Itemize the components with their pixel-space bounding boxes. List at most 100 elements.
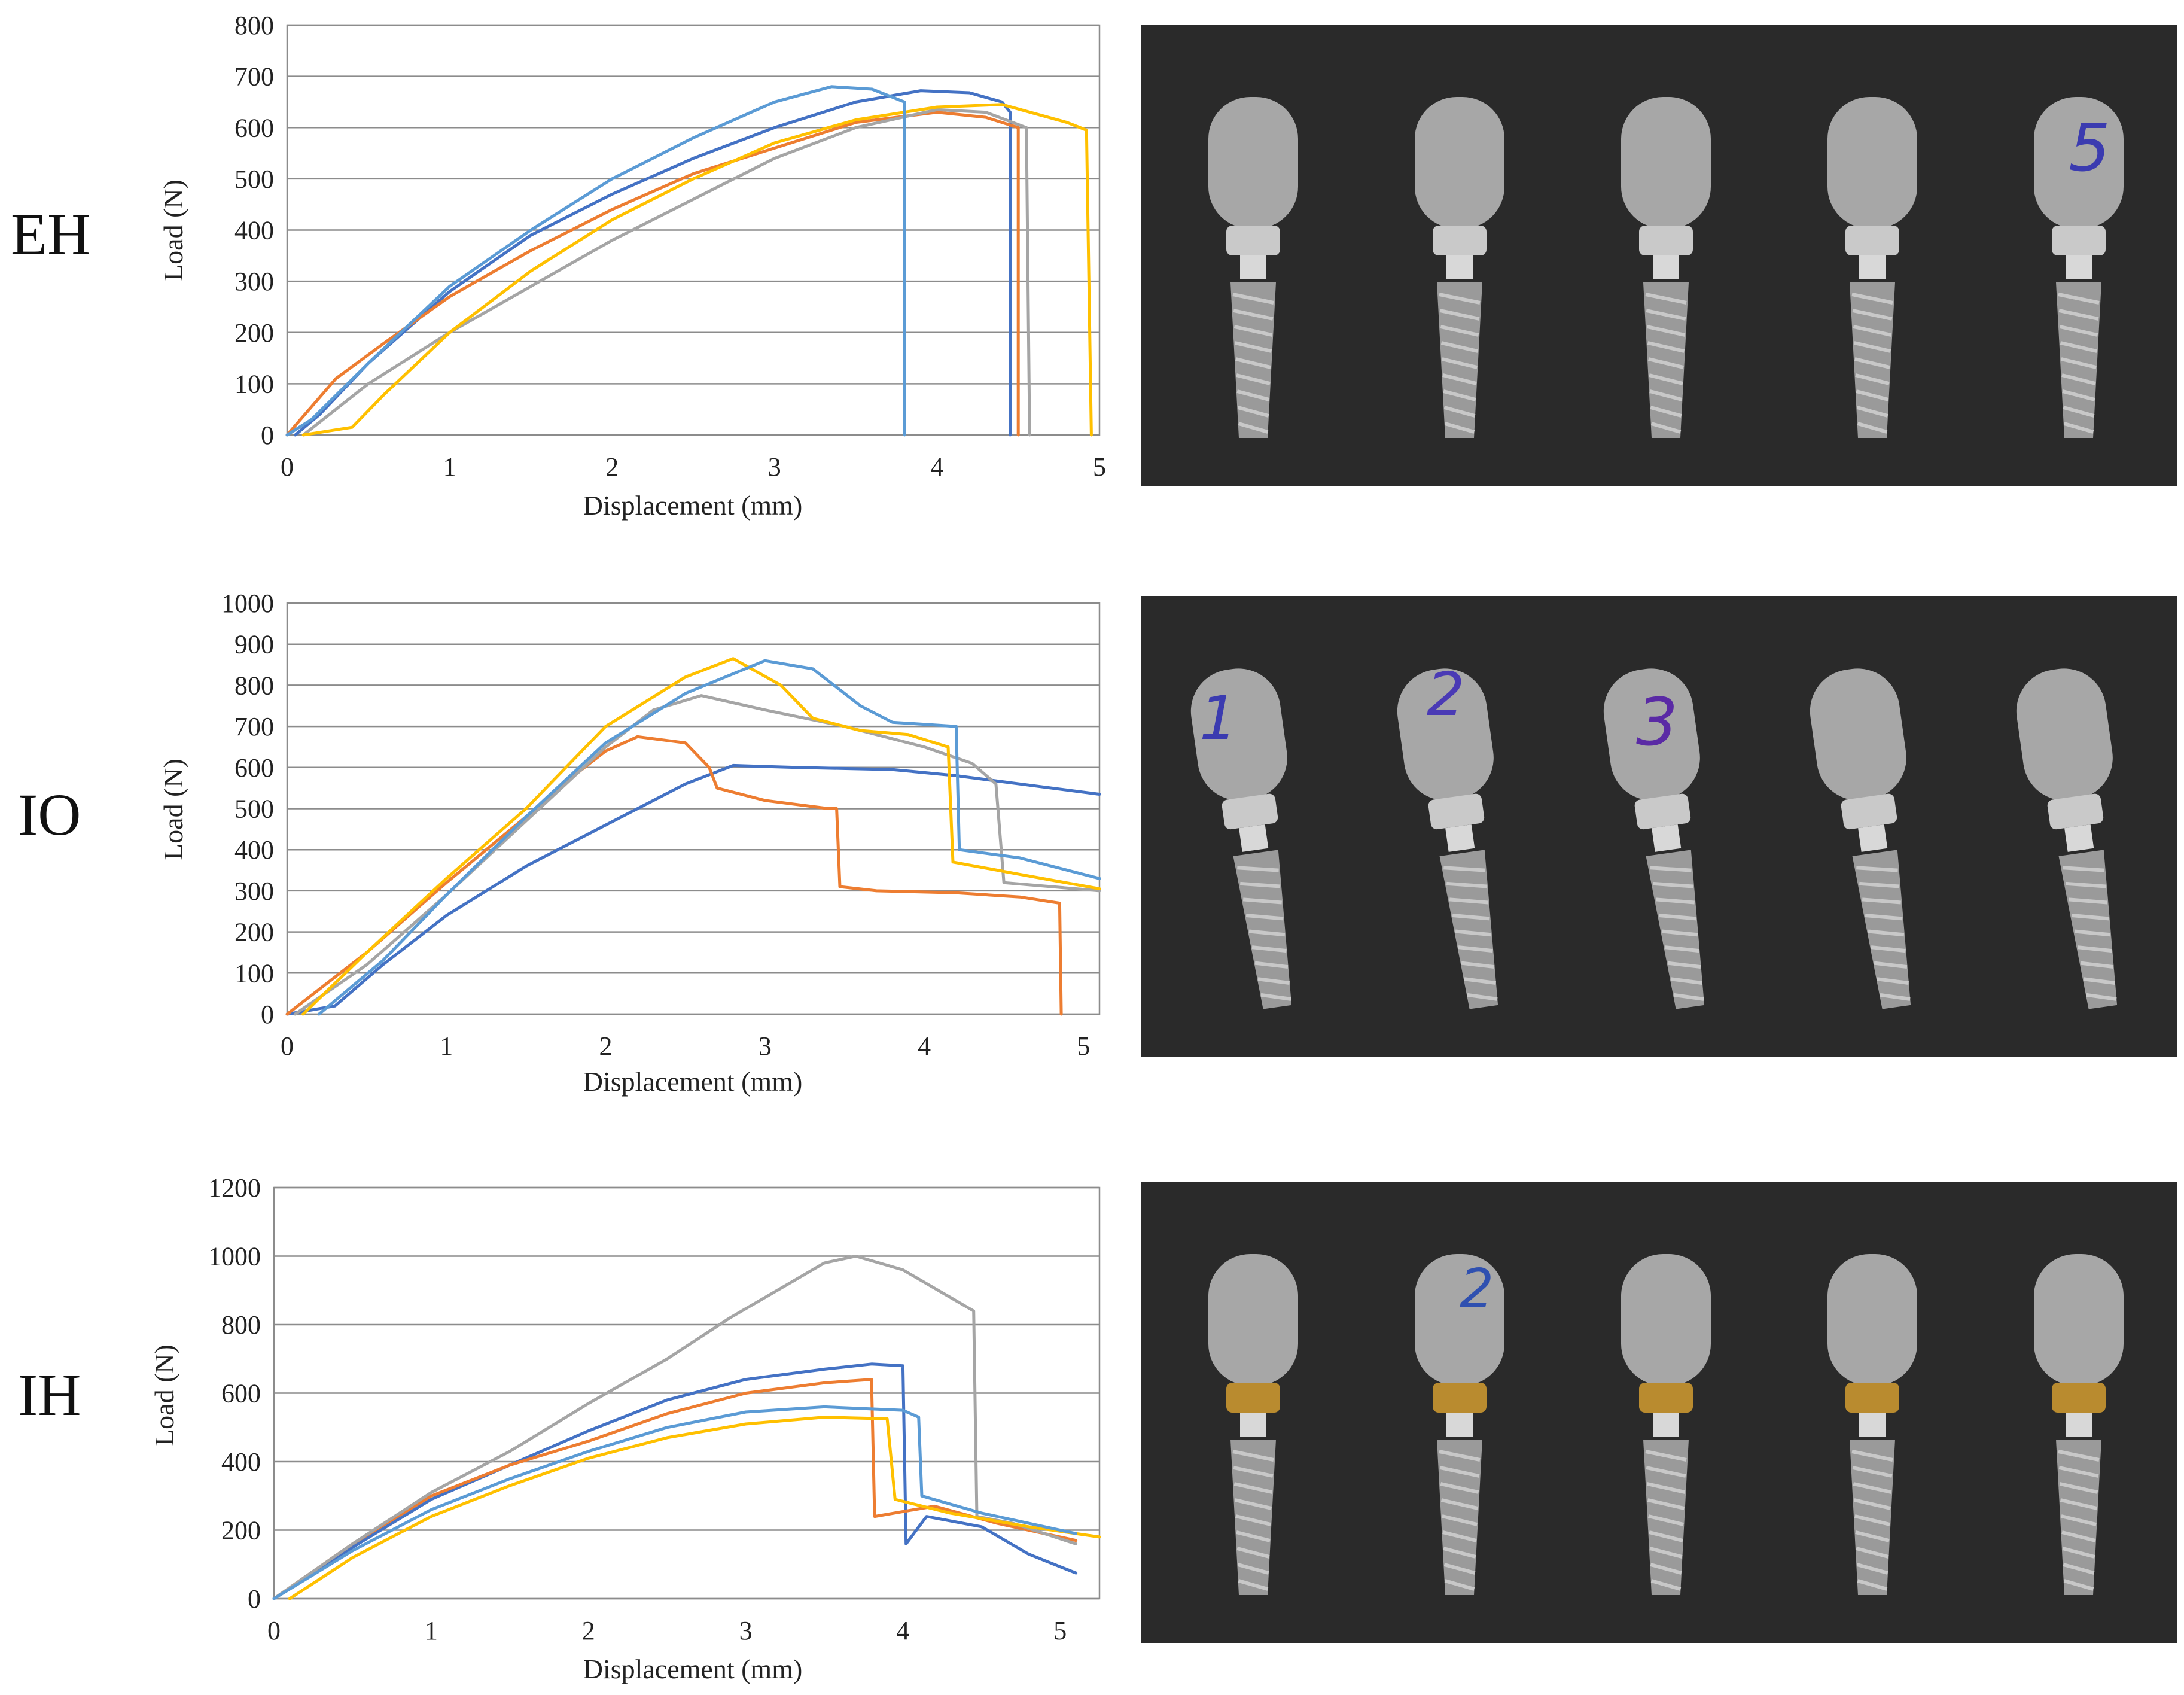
implant-specimen — [1827, 97, 1917, 438]
thread-mark — [1234, 1498, 1272, 1510]
x-tick-label: 4 — [896, 1616, 909, 1645]
y-tick-label: 800 — [234, 671, 274, 700]
photo-label-text: 2 — [1460, 1258, 1494, 1320]
thread-mark — [1670, 977, 1702, 985]
thread-mark — [1245, 913, 1284, 921]
thread-mark — [2058, 1466, 2099, 1478]
row-label-io: IO — [18, 781, 81, 848]
thread-mark — [1440, 1482, 1479, 1494]
y-tick-label: 200 — [234, 918, 274, 947]
thread-mark — [1853, 325, 1892, 337]
thread-mark — [2059, 325, 2098, 337]
series-line-5 — [272, 1405, 1078, 1600]
thread-mark — [1855, 1530, 1890, 1542]
thread-mark — [2060, 341, 2098, 353]
photo-label-text: 5 — [2069, 109, 2110, 186]
series-line-5 — [285, 85, 906, 437]
x-tick-label: 2 — [605, 452, 619, 482]
thread-mark — [2066, 881, 2106, 888]
thread-mark — [2062, 389, 2095, 401]
implant-specimen — [1603, 668, 1705, 1009]
y-tick-label: 1000 — [221, 589, 274, 618]
photo-label-text: 2 — [1427, 659, 1465, 729]
series-line-3 — [272, 1255, 1078, 1600]
thread-mark — [1238, 422, 1269, 434]
thread-mark — [1233, 1482, 1273, 1494]
thread-mark — [1257, 977, 1290, 985]
thread-mark — [2071, 913, 2109, 921]
thread-mark — [1232, 1450, 1274, 1462]
abutment-neck — [1240, 1413, 1266, 1437]
abutment-neck — [1240, 255, 1266, 279]
thread-mark — [1461, 961, 1495, 969]
implant-specimen — [1190, 668, 1292, 1009]
thread-mark — [1645, 293, 1687, 305]
thread-mark — [1854, 1514, 1890, 1526]
thread-mark — [1240, 881, 1281, 888]
photo-label-text: 1 — [1199, 683, 1238, 753]
thread-mark — [2062, 1547, 2095, 1559]
implant-specimen — [1621, 1254, 1711, 1595]
thread-mark — [2058, 293, 2100, 305]
series-line-4 — [301, 657, 1101, 1016]
photo-panel-ih: 2 — [1141, 1182, 2177, 1643]
thread-mark — [1854, 357, 1890, 369]
photo-panel-io: 1 2 3 — [1141, 596, 2177, 1057]
y-axis-title: Load (N) — [158, 759, 188, 860]
implant-specimen — [1810, 668, 1911, 1009]
y-tick-label: 500 — [234, 165, 274, 194]
thread-mark — [1650, 406, 1682, 418]
x-axis-title: Displacement (mm) — [583, 1654, 803, 1684]
thread-mark — [1853, 1498, 1891, 1510]
thread-mark — [1646, 325, 1686, 337]
abutment-neck — [1446, 255, 1473, 279]
thread-mark — [1260, 993, 1291, 1001]
thread-mark — [1865, 913, 1903, 921]
crown-cap — [2034, 1254, 2124, 1386]
abutment-neck — [1858, 824, 1888, 852]
thread-mark — [2063, 406, 2095, 418]
thread-mark — [2077, 945, 2112, 953]
thread-mark — [1859, 881, 1900, 888]
implant-body — [1439, 850, 1498, 1009]
series-line-5 — [317, 659, 1101, 1016]
thread-mark — [1880, 993, 1911, 1001]
thread-mark — [2063, 422, 2094, 434]
y-tick-label: 200 — [234, 318, 274, 348]
thread-mark — [1667, 961, 1701, 969]
thread-mark — [2086, 993, 2117, 1001]
thread-mark — [1439, 309, 1480, 321]
y-tick-label: 600 — [221, 1379, 261, 1408]
implant-body — [2058, 850, 2118, 1009]
implant-body — [1646, 850, 1705, 1009]
abutment-collar — [1226, 226, 1280, 255]
abutment-collar — [1845, 226, 1899, 255]
abutment-collar — [1433, 1383, 1487, 1413]
implant-specimen — [2034, 97, 2124, 438]
y-tick-label: 200 — [221, 1516, 261, 1545]
crown-cap — [1827, 97, 1917, 229]
y-tick-label: 600 — [234, 113, 274, 142]
crown-cap — [1415, 1254, 1504, 1386]
thread-mark — [2080, 961, 2114, 969]
series-line-1 — [285, 763, 1101, 1016]
thread-mark — [1851, 293, 1893, 305]
thread-mark — [1232, 293, 1274, 305]
thread-mark — [1442, 357, 1478, 369]
y-tick-label: 900 — [234, 630, 274, 659]
x-tick-label: 4 — [930, 452, 943, 482]
y-tick-label: 1200 — [208, 1173, 261, 1203]
plot-frame — [273, 1186, 1101, 1600]
crown-cap — [1208, 97, 1298, 229]
thread-mark — [2061, 1530, 2096, 1542]
y-axis-title: Load (N) — [158, 179, 188, 281]
thread-mark — [1868, 929, 1905, 937]
x-tick-label: 0 — [281, 1031, 294, 1061]
y-tick-label: 400 — [234, 216, 274, 245]
thread-mark — [2058, 309, 2099, 321]
abutment-collar — [2052, 226, 2106, 255]
crown-cap — [1621, 97, 1711, 229]
thread-mark — [1650, 1579, 1682, 1591]
thread-mark — [1442, 373, 1477, 385]
thread-mark — [1877, 977, 1909, 985]
